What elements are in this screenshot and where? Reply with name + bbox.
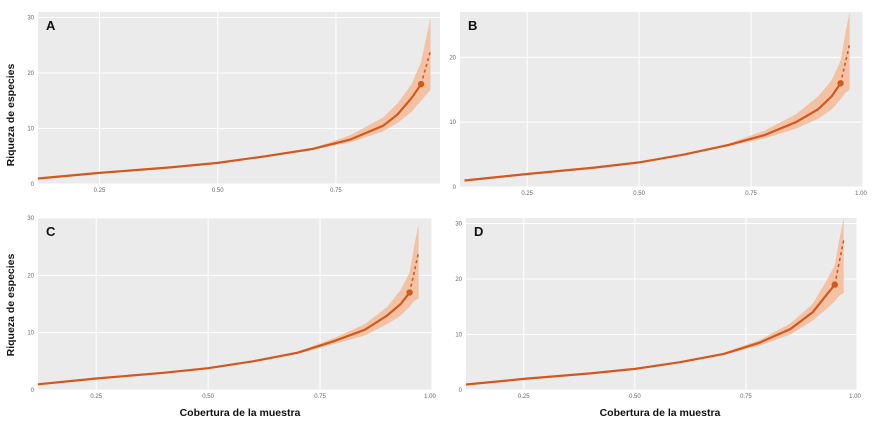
x-tick-label: 0.25 xyxy=(90,394,102,400)
y-tick-label: 20 xyxy=(455,277,462,283)
x-tick-label: 0.50 xyxy=(633,191,645,197)
y-tick-label: 0 xyxy=(31,182,35,188)
rarefaction-line xyxy=(465,283,836,386)
y-axis-title-top: Riqueza de especies xyxy=(5,63,17,166)
y-tick-label: 20 xyxy=(449,55,456,61)
panels: 0 10 20 30 0.25 0.50 0.75 A 0 10 20 0.25 0.50 0.75 1.0… xyxy=(27,12,867,400)
y-tick-label: 20 xyxy=(27,71,34,77)
y-tick-label: 10 xyxy=(27,331,34,337)
y-tick-label: 0 xyxy=(453,185,457,191)
x-tick-label: 0.50 xyxy=(629,394,641,400)
y-tick-label: 10 xyxy=(27,127,34,133)
x-tick-label: 1.00 xyxy=(849,394,861,400)
panel-label: B xyxy=(468,18,477,33)
panel-background xyxy=(466,218,857,390)
y-tick-label: 30 xyxy=(27,16,34,22)
panel-D: 0 10 20 30 0.25 0.50 0.75 1.00 D xyxy=(455,218,861,400)
x-tick-label: 1.00 xyxy=(424,394,436,400)
x-tick-label: 0.25 xyxy=(518,394,530,400)
x-tick-label: 0.75 xyxy=(314,394,326,400)
y-tick-label: 0 xyxy=(31,388,35,394)
rarefaction-line xyxy=(464,82,842,182)
panel-label: D xyxy=(474,224,483,239)
observed-point xyxy=(837,80,844,87)
panel-label: A xyxy=(46,18,56,33)
observed-point xyxy=(417,80,425,88)
panel-label: C xyxy=(46,224,56,239)
x-tick-label: 0.75 xyxy=(330,188,342,194)
panel-B: 0 10 20 0.25 0.50 0.75 1.00 B xyxy=(449,12,867,197)
extrapolation-line xyxy=(839,44,851,84)
x-tick-label: 0.25 xyxy=(521,191,533,197)
y-tick-label: 10 xyxy=(449,120,456,126)
x-axis-title-left: Cobertura de la muestra xyxy=(180,407,301,419)
x-tick-label: 1.00 xyxy=(855,191,867,197)
panel-C: 0 10 20 30 0.25 0.50 0.75 1.00 C xyxy=(27,216,436,400)
x-tick-label: 0.50 xyxy=(212,188,224,194)
extrapolation-line xyxy=(834,240,845,285)
rarefaction-line xyxy=(37,83,423,180)
panel-background xyxy=(38,12,440,184)
panel-A: 0 10 20 30 0.25 0.50 0.75 A xyxy=(27,12,440,194)
y-tick-label: 30 xyxy=(27,216,34,222)
y-tick-label: 0 xyxy=(459,388,463,394)
observed-point xyxy=(831,281,838,288)
x-tick-label: 0.75 xyxy=(740,394,752,400)
panel-background xyxy=(460,12,863,187)
y-tick-label: 30 xyxy=(455,222,462,228)
y-axis-title-bottom: Riqueza de especies xyxy=(5,253,17,356)
x-axis-title-right: Cobertura de la muestra xyxy=(600,407,721,419)
rarefaction-line xyxy=(37,291,411,386)
extrapolation-line xyxy=(408,252,420,293)
x-tick-label: 0.75 xyxy=(745,191,757,197)
y-tick-label: 10 xyxy=(455,333,462,339)
x-tick-label: 0.25 xyxy=(94,188,106,194)
observed-point xyxy=(406,289,413,296)
panel-background xyxy=(38,218,432,390)
y-tick-label: 20 xyxy=(27,273,34,279)
x-tick-label: 0.50 xyxy=(202,394,214,400)
